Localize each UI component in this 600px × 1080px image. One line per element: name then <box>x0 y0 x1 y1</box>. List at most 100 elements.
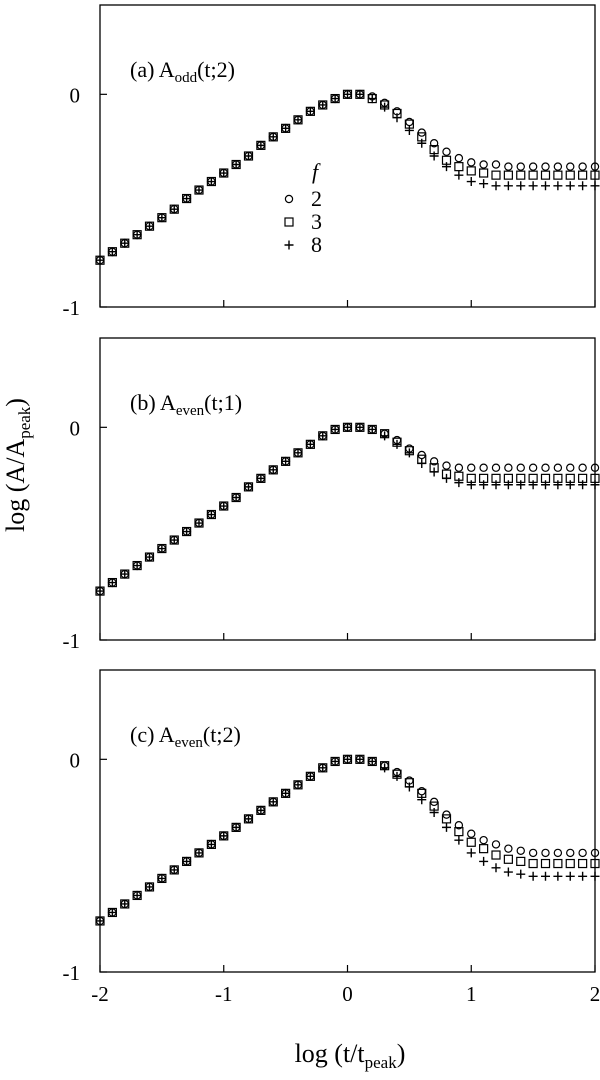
panel-b-point-f8 <box>206 510 216 520</box>
panel-c-point-f2 <box>553 848 563 858</box>
panel-b-point-f2 <box>566 463 575 472</box>
panel-c-point-f8 <box>330 756 340 766</box>
panel-b-point-f2 <box>454 463 464 472</box>
panel-a-point-f8 <box>132 230 142 240</box>
legend-marker-f3 <box>284 217 294 227</box>
panel-a-point-f8 <box>578 181 588 191</box>
panel-c-point-f8 <box>231 822 241 832</box>
panel-c-x-tick-label: -1 <box>215 982 233 1006</box>
panel-b-point-f8 <box>417 458 427 468</box>
panel-b-point-f8 <box>305 439 315 449</box>
panel-c-point-f3 <box>578 858 588 869</box>
panel-c-point-f2 <box>516 846 525 855</box>
legend-label-f8: 8 <box>311 232 322 257</box>
panel-c-point-f8 <box>305 771 315 781</box>
panel-b-point-f8 <box>107 578 117 588</box>
panel-c-point-f8 <box>219 831 229 841</box>
panel-c-point-f8 <box>466 848 476 858</box>
panel-a-frame <box>99 4 596 308</box>
panel-c-point-f8 <box>256 805 266 815</box>
panel-a-point-f8 <box>343 89 352 99</box>
panel-b-point-f2 <box>442 461 451 470</box>
panel-c-point-f8 <box>355 754 365 764</box>
x-axis-label: log (t/tpeak) <box>295 1039 406 1072</box>
panel-c: 0 -1 -2 -1 0 1 2 (c) Aeven(t;2) <box>63 669 600 1006</box>
panel-b-point-f8 <box>466 480 476 490</box>
panel-c-x-tick-label: 0 <box>342 982 353 1006</box>
panel-c-point-f2 <box>528 848 538 858</box>
legend-label-f3: 3 <box>311 209 322 234</box>
panel-b-point-f8 <box>293 448 303 458</box>
panel-b-point-f8 <box>380 431 390 441</box>
panel-a-point-f8 <box>355 89 365 99</box>
panel-b-point-f8 <box>343 422 352 432</box>
panel-c-point-f2 <box>590 848 600 858</box>
panel-a-point-f8 <box>268 132 278 142</box>
panel-c-point-f8 <box>120 899 130 909</box>
panel-c-point-f3 <box>454 827 464 837</box>
panel-c-x-tick-label: -2 <box>91 982 109 1006</box>
panel-c-point-f3 <box>503 854 513 864</box>
panel-a-point-f8 <box>318 100 328 110</box>
panel-b-point-f8 <box>132 561 142 571</box>
panel-c-point-f3 <box>540 858 551 869</box>
panel-a-point-f8 <box>206 177 216 187</box>
panel-b-point-f8 <box>244 482 253 492</box>
panel-c-point-f2 <box>479 835 488 845</box>
panel-b-point-f8 <box>281 456 291 466</box>
panel-a-title-tail: (t;2) <box>197 57 235 82</box>
panel-c-point-f8 <box>590 871 600 881</box>
x-axis-label-main: log (t/t <box>295 1039 366 1068</box>
panel-c-point-f8 <box>318 763 328 773</box>
panel-a-point-f8 <box>466 177 476 187</box>
panel-c-point-f8 <box>516 869 526 879</box>
panel-b-point-f2 <box>590 463 600 472</box>
panel-c-point-f8 <box>578 871 588 881</box>
panel-c-point-f8 <box>157 873 167 883</box>
panel-b-point-f8 <box>565 480 575 490</box>
panel-a-point-f8 <box>553 181 563 191</box>
panel-a-point-f8 <box>367 94 377 104</box>
panel-b-point-f8 <box>194 518 204 528</box>
panel-c-y-tick-label: 0 <box>70 748 81 772</box>
panel-c-point-f3 <box>479 844 489 854</box>
legend-title: f <box>312 159 321 184</box>
panel-c-point-f8 <box>541 871 550 881</box>
panel-c-point-f3 <box>441 814 452 824</box>
panel-c-point-f3 <box>590 858 600 869</box>
panel-a-point-f2 <box>541 162 550 171</box>
panel-c-title: (c) Aeven(t;2) <box>130 722 241 751</box>
panel-c-point-f8 <box>194 848 204 858</box>
panel-c-point-f2 <box>467 829 476 838</box>
panel-b-point-f8 <box>442 473 451 483</box>
panel-a-point-f2 <box>405 117 414 127</box>
panel-b-point-f8 <box>553 480 563 490</box>
panel-b-y-tick-label: -1 <box>63 629 81 653</box>
panel-a-y-tick-label: 0 <box>70 83 81 107</box>
panel-c-frame <box>99 669 596 973</box>
panel-c-point-f3 <box>553 858 563 869</box>
panel-a-point-f8 <box>404 125 414 135</box>
panel-c-point-f2 <box>454 821 464 830</box>
panel-a-point-f8 <box>380 102 390 112</box>
panel-a-point-f8 <box>491 181 501 191</box>
panel-a-point-f3 <box>528 170 538 180</box>
panel-c-point-f3 <box>565 858 575 869</box>
x-axis-label-sub: peak <box>365 1053 398 1072</box>
panel-b-point-f8 <box>429 467 439 477</box>
panel-b-point-f2 <box>491 463 501 472</box>
panel-a-point-f8 <box>330 94 340 104</box>
panel-c-y-tick-label: -1 <box>63 961 81 985</box>
panel-a-y-tick-label: -1 <box>63 296 81 320</box>
panel-c-point-f8 <box>343 754 352 764</box>
panel-a-point-f3 <box>454 162 464 172</box>
panel-a-point-f8 <box>516 181 526 191</box>
panel-a-point-f2 <box>467 158 476 167</box>
panel-a-point-f8 <box>182 194 192 204</box>
panel-a-point-f8 <box>293 115 303 125</box>
panel-c-point-f3 <box>491 850 501 860</box>
panel-a-point-f3 <box>503 170 513 180</box>
